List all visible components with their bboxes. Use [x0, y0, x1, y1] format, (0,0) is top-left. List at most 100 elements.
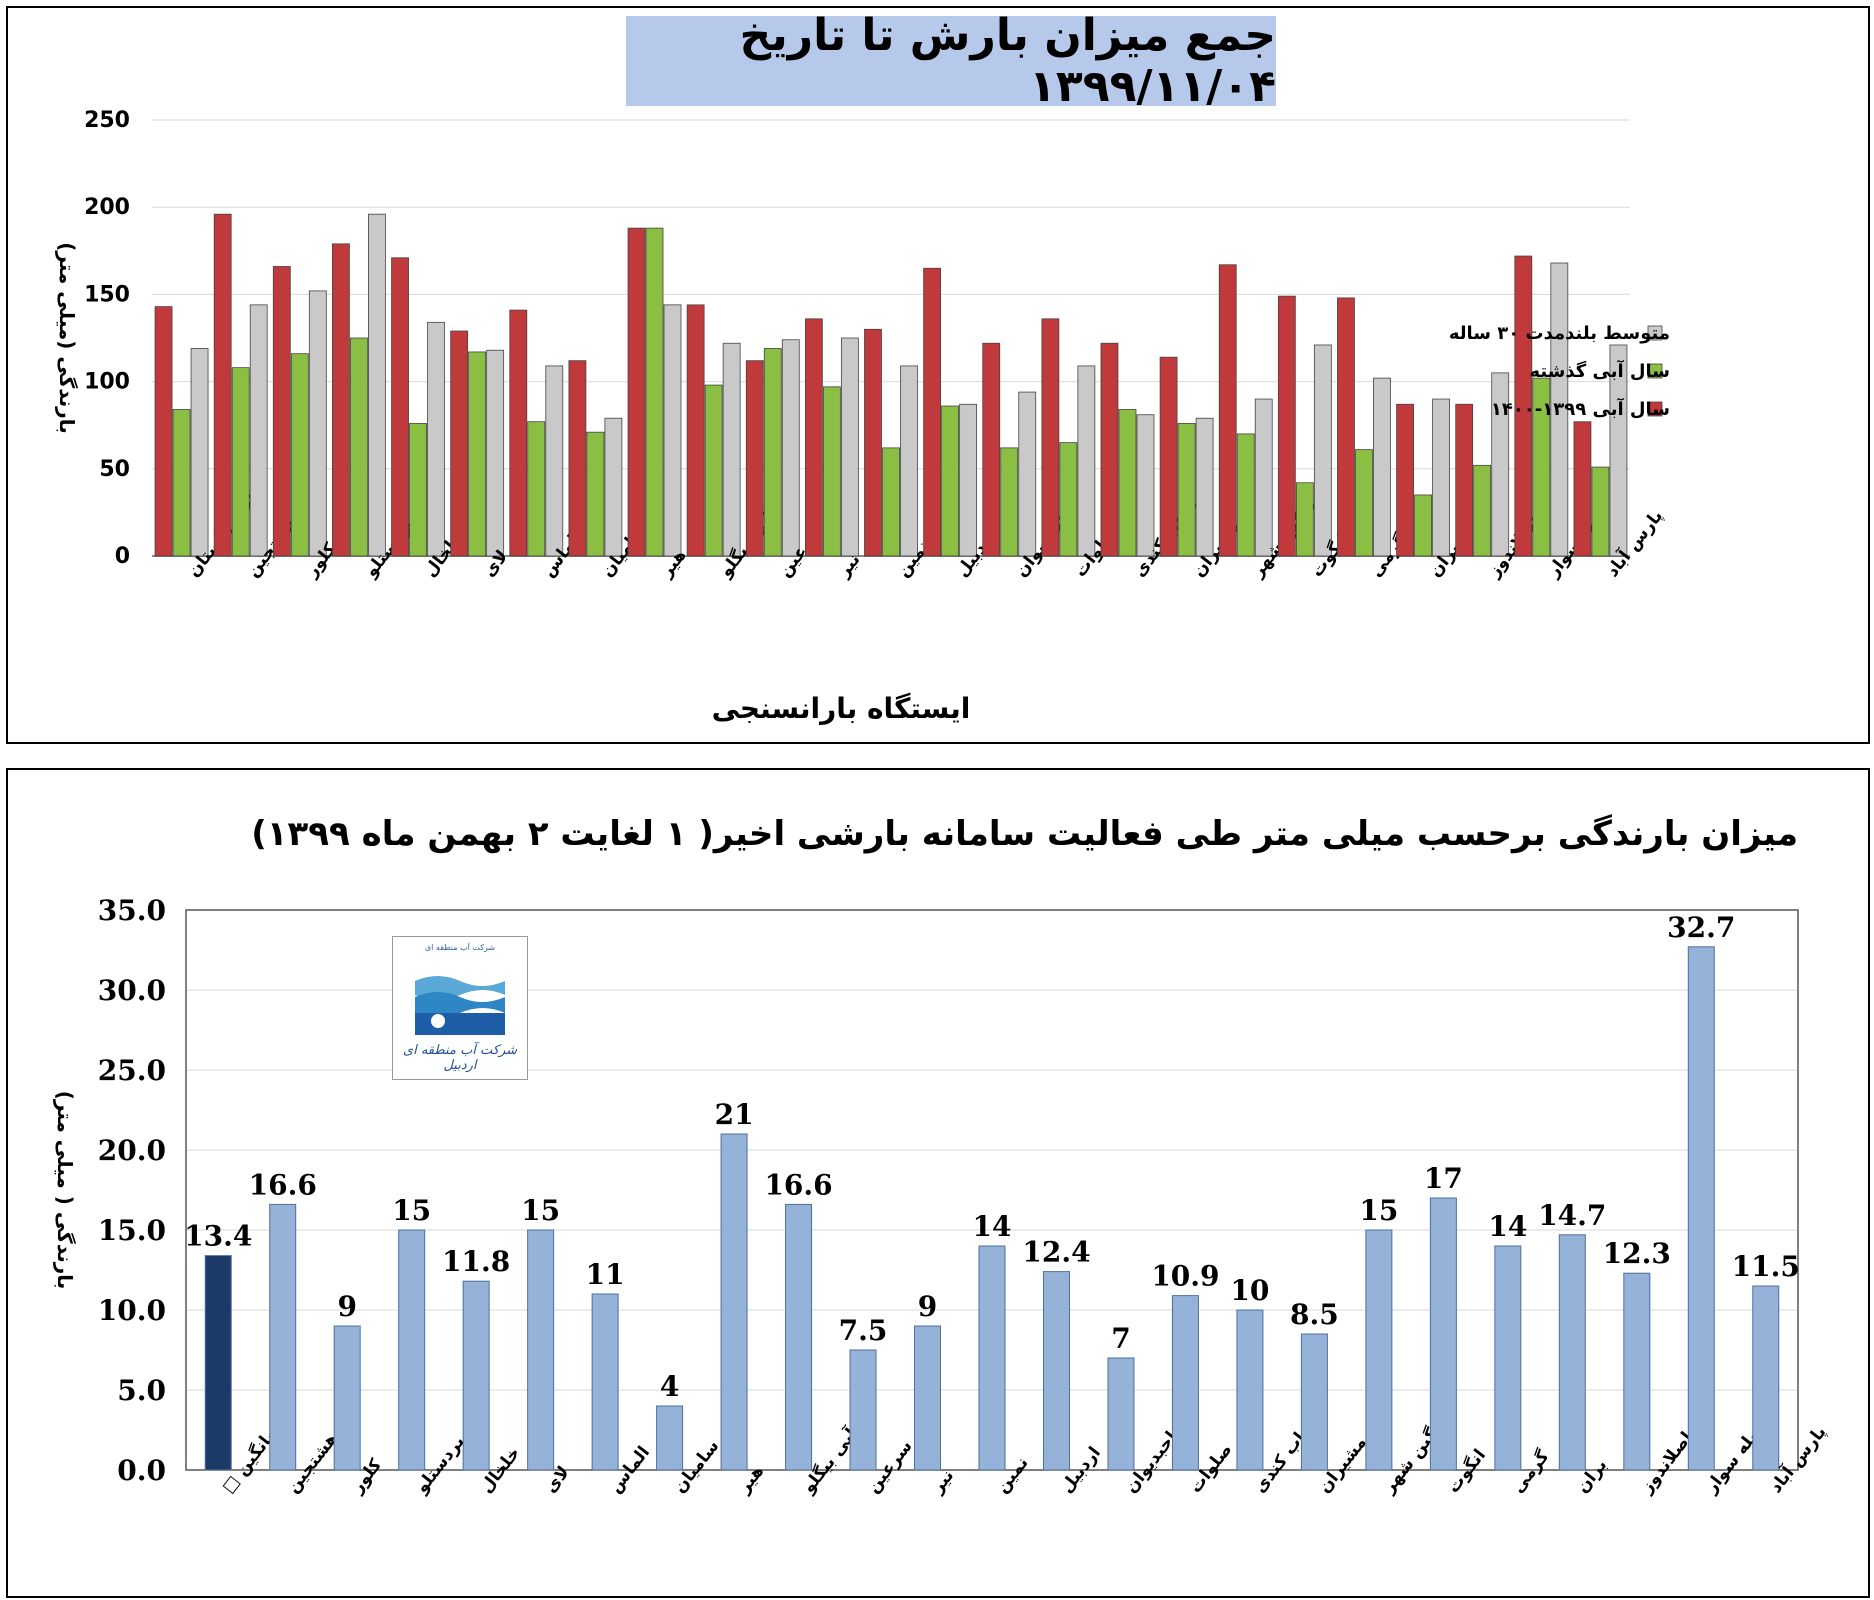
bar: [1429, 1197, 1457, 1471]
bar: [462, 1280, 490, 1471]
data-label: 7: [1111, 1322, 1130, 1355]
legend-swatch: [1647, 325, 1663, 341]
data-label: 15: [392, 1194, 431, 1227]
bar-series2: [468, 351, 487, 557]
bar-series3: [190, 348, 209, 557]
logo-text-top: شرکت آب منطقه ای: [424, 943, 496, 952]
water-company-logo: شرکت آب منطقه ای شرکت آب منطقه ای اردبیل: [392, 936, 528, 1080]
bar-series2: [1118, 409, 1137, 557]
data-label: 11.5: [1732, 1250, 1800, 1283]
y-tick-label: 150: [84, 282, 130, 307]
bar-series2: [645, 227, 664, 557]
bar: [269, 1203, 297, 1471]
bar-series1: [627, 227, 646, 557]
bar-series1: [391, 257, 409, 557]
bar-series1: [568, 360, 587, 557]
bar-series2: [290, 353, 309, 557]
y-tick-label: 200: [84, 195, 130, 220]
y-tick-label: 0: [115, 544, 130, 569]
bar: [1300, 1333, 1328, 1471]
bar-series3: [1491, 372, 1510, 557]
bar-series1: [1277, 295, 1296, 557]
bar: [1107, 1357, 1135, 1471]
y-tick-label: 30.0: [98, 974, 166, 1007]
bar-series2: [350, 337, 368, 557]
bar-series3: [1373, 377, 1391, 557]
data-label: 8.5: [1290, 1298, 1339, 1331]
y-tick-label: 100: [84, 370, 130, 395]
data-label: 10: [1230, 1274, 1269, 1307]
bar-series2: [1473, 464, 1492, 557]
bar: [849, 1349, 877, 1471]
bar: [785, 1203, 813, 1471]
bar: [591, 1293, 619, 1471]
bar-series1: [509, 309, 528, 557]
y-axis-title: بارندگی ( میلی متر): [53, 1091, 77, 1290]
bar: [1236, 1309, 1264, 1471]
y-tick-label: 10.0: [98, 1294, 166, 1327]
data-label: 11.8: [442, 1245, 510, 1278]
cumulative-rainfall-panel: جمع میزان بارش تا تاریخ ۱۳۹۹/۱۱/۰۴ 0 50 10…: [6, 6, 1870, 744]
bar-series1: [745, 360, 764, 557]
bar-series1: [1396, 403, 1414, 557]
data-label: 9: [918, 1290, 937, 1323]
bar-series1: [1100, 342, 1119, 557]
data-label: 13.4: [184, 1220, 252, 1253]
bar-series3: [486, 349, 505, 557]
bar: [398, 1229, 426, 1471]
bar-series1: [864, 328, 882, 557]
y-tick-label: 0.0: [117, 1454, 166, 1487]
bar: [204, 1255, 232, 1471]
bar: [1687, 946, 1715, 1471]
bar-series2: [1059, 442, 1078, 557]
bar: [1042, 1271, 1070, 1471]
data-label: 14: [1488, 1210, 1527, 1243]
bar-series1: [332, 243, 350, 557]
bar-series2: [763, 348, 782, 557]
bar-series3: [308, 290, 327, 557]
y-tick-label: 5.0: [117, 1374, 166, 1407]
bar: [1365, 1229, 1393, 1471]
data-label: 12.3: [1603, 1237, 1671, 1270]
bar-series1: [1514, 255, 1533, 557]
bar-series3: [604, 417, 623, 557]
bar-series3: [1432, 398, 1450, 557]
legend-label: سال آبی گذشته: [1529, 359, 1670, 382]
data-label: 17: [1424, 1162, 1463, 1195]
data-label: 21: [715, 1098, 754, 1131]
bar-series2: [1591, 466, 1610, 557]
y-tick-label: 15.0: [98, 1214, 166, 1247]
recent-rainfall-panel: میزان بارندگی برحسب میلی متر طی فعالیت س…: [6, 768, 1870, 1598]
y-tick-label: 35.0: [98, 894, 166, 927]
data-label: 14: [973, 1210, 1012, 1243]
bar-series1: [982, 342, 1001, 557]
bar-series3: [900, 365, 918, 557]
bar-series1: [1041, 318, 1060, 557]
data-label: 4: [660, 1370, 679, 1403]
bar-series1: [1573, 421, 1592, 557]
bar-series1: [1218, 264, 1237, 557]
data-label: 9: [337, 1290, 356, 1323]
data-label: 14.7: [1538, 1199, 1606, 1232]
bar-series2: [1355, 449, 1373, 557]
data-label: 12.4: [1022, 1236, 1090, 1269]
bar-series2: [1177, 423, 1196, 557]
bar-series2: [231, 367, 250, 557]
bar-series1: [450, 330, 469, 557]
bar: [1171, 1295, 1199, 1471]
bar-series2: [1532, 377, 1551, 557]
bar: [333, 1325, 361, 1471]
data-label: 7.5: [839, 1314, 888, 1347]
bar-series3: [1313, 344, 1332, 557]
bar-series2: [172, 409, 191, 557]
bar-series1: [154, 306, 173, 557]
bar-series1: [686, 304, 705, 557]
bar-series3: [1195, 417, 1214, 557]
bar-series3: [1136, 414, 1155, 557]
bar-series2: [1414, 494, 1432, 557]
bar-series3: [427, 321, 445, 557]
x-axis-title: ایستگاه بارانسنجی: [712, 692, 971, 725]
bar-series3: [840, 337, 859, 557]
bar: [1494, 1245, 1522, 1471]
bar-series3: [1018, 391, 1037, 557]
